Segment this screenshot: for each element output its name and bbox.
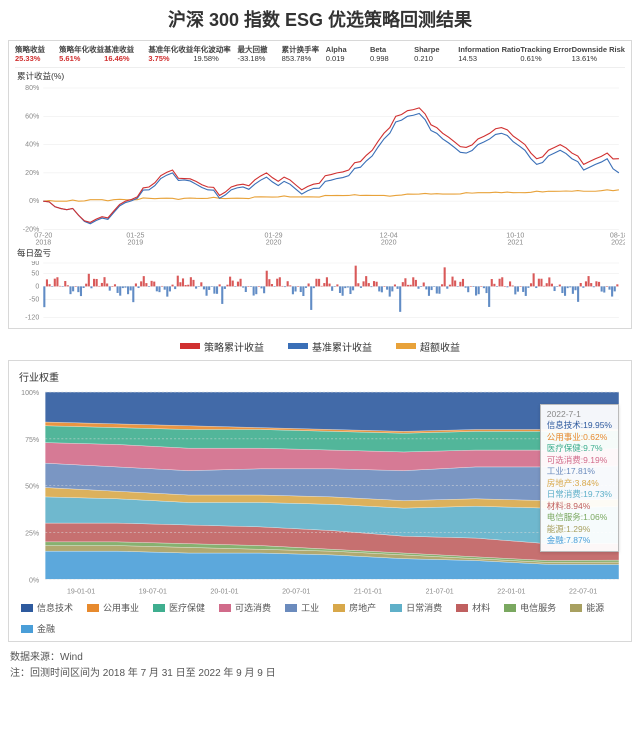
legend-item: 策略累计收益 [180, 339, 264, 354]
area-tooltip: 2022-7-1信息技术:19.95%公用事业:0.62%医疗保健:9.7%可选… [540, 404, 619, 552]
stat-cell: 累计换手率853.78% [282, 45, 326, 64]
svg-text:100%: 100% [21, 390, 39, 397]
svg-text:22-01-01: 22-01-01 [497, 588, 525, 595]
svg-text:40%: 40% [25, 141, 40, 148]
svg-text:0%: 0% [29, 198, 40, 205]
svg-text:20-01-01: 20-01-01 [210, 588, 238, 595]
svg-text:2022: 2022 [611, 239, 625, 245]
daily-chart: -120 -50 0 50 90 [15, 261, 625, 322]
svg-text:01-29: 01-29 [265, 232, 283, 239]
daily-header: 每日盈亏 [17, 247, 625, 259]
svg-text:20-07-01: 20-07-01 [282, 588, 310, 595]
area-panel: 行业权重 0% 25% 50% 75% 100% 19-01-01 19-07-01 20-0… [8, 360, 632, 642]
svg-text:90: 90 [31, 261, 39, 267]
svg-text:2018: 2018 [35, 239, 51, 245]
svg-text:50%: 50% [25, 484, 39, 491]
stat-cell: Alpha0.019 [326, 45, 370, 64]
stat-cell: Beta0.998 [370, 45, 414, 64]
svg-text:80%: 80% [25, 85, 40, 92]
stat-cell: 基准年化收益3.75% [148, 45, 193, 64]
svg-text:25%: 25% [25, 530, 39, 537]
area-chart: 0% 25% 50% 75% 100% 19-01-01 19-07-01 20-01-01 2… [13, 386, 627, 597]
stat-cell: Sharpe0.210 [414, 45, 458, 64]
svg-text:0%: 0% [29, 577, 39, 584]
svg-text:19-07-01: 19-07-01 [139, 588, 167, 595]
area-legend-item: 日常消费 [390, 601, 442, 614]
area-header: 行业权重 [15, 369, 627, 384]
svg-text:12-04: 12-04 [380, 232, 398, 239]
area-legend-item: 房地产 [333, 601, 376, 614]
svg-text:60%: 60% [25, 113, 40, 120]
stats-row: 策略收益25.33%策略年化收益5.61%基准收益16.46%基准年化收益3.7… [15, 45, 625, 68]
area-legend-item: 金融 [21, 622, 55, 635]
area-legend-item: 医疗保健 [153, 601, 205, 614]
svg-text:2021: 2021 [507, 239, 523, 245]
area-legend-item: 可选消费 [219, 601, 271, 614]
svg-text:75%: 75% [25, 437, 39, 444]
svg-text:10-10: 10-10 [506, 232, 524, 239]
svg-text:0: 0 [35, 284, 39, 291]
svg-text:2019: 2019 [128, 239, 144, 245]
cum-header: 累计收益(%) [17, 70, 625, 82]
svg-text:21-07-01: 21-07-01 [426, 588, 454, 595]
svg-text:22-07-01: 22-07-01 [569, 588, 597, 595]
stat-cell: 最大回撤-33.18% [237, 45, 281, 64]
svg-text:-50: -50 [29, 297, 39, 304]
legend-item: 超额收益 [396, 339, 460, 354]
svg-text:50: 50 [31, 271, 39, 278]
area-legend: 信息技术 公用事业 医疗保健 可选消费 工业 房地产 日常消费 材料 电信服务 能源金融 [13, 597, 627, 637]
area-legend-item: 信息技术 [21, 601, 73, 614]
stat-cell: 年化波动率19.58% [193, 45, 237, 64]
footer-note: 注：回测时间区间为 2018 年 7 月 31 日至 2022 年 9 月 9 … [10, 666, 630, 682]
area-legend-item: 能源 [570, 601, 604, 614]
svg-text:19-01-01: 19-01-01 [67, 588, 95, 595]
area-legend-item: 电信服务 [504, 601, 556, 614]
svg-text:07-20: 07-20 [34, 232, 52, 239]
area-legend-item: 材料 [456, 601, 490, 614]
area-legend-item: 工业 [285, 601, 319, 614]
cum-chart: -20%0%20%40%60%80%07-20201801-25201901-2… [15, 84, 625, 246]
stat-cell: Downside Risk13.61% [572, 45, 625, 64]
page-title: 沪深 300 指数 ESG 优选策略回测结果 [0, 0, 640, 40]
svg-text:2020: 2020 [266, 239, 282, 245]
stat-cell: Information Ratio14.53 [458, 45, 520, 64]
svg-text:-120: -120 [25, 315, 39, 322]
area-legend-item: 公用事业 [87, 601, 139, 614]
stat-cell: 策略收益25.33% [15, 45, 59, 64]
legend-item: 基准累计收益 [288, 339, 372, 354]
stat-cell: Tracking Error0.61% [520, 45, 571, 64]
footer-source: 数据来源：Wind [10, 650, 630, 666]
svg-text:01-25: 01-25 [126, 232, 144, 239]
svg-text:21-01-01: 21-01-01 [354, 588, 382, 595]
stat-cell: 策略年化收益5.61% [59, 45, 104, 64]
svg-text:08-18: 08-18 [610, 232, 625, 239]
stat-cell: 基准收益16.46% [104, 45, 148, 64]
line-legend: 策略累计收益 基准累计收益 超额收益 [0, 333, 640, 360]
svg-text:20%: 20% [25, 170, 40, 177]
footer: 数据来源：Wind 注：回测时间区间为 2018 年 7 月 31 日至 202… [0, 646, 640, 682]
svg-text:2020: 2020 [381, 239, 397, 245]
backtest-panel: 策略收益25.33%策略年化收益5.61%基准收益16.46%基准年化收益3.7… [8, 40, 632, 329]
